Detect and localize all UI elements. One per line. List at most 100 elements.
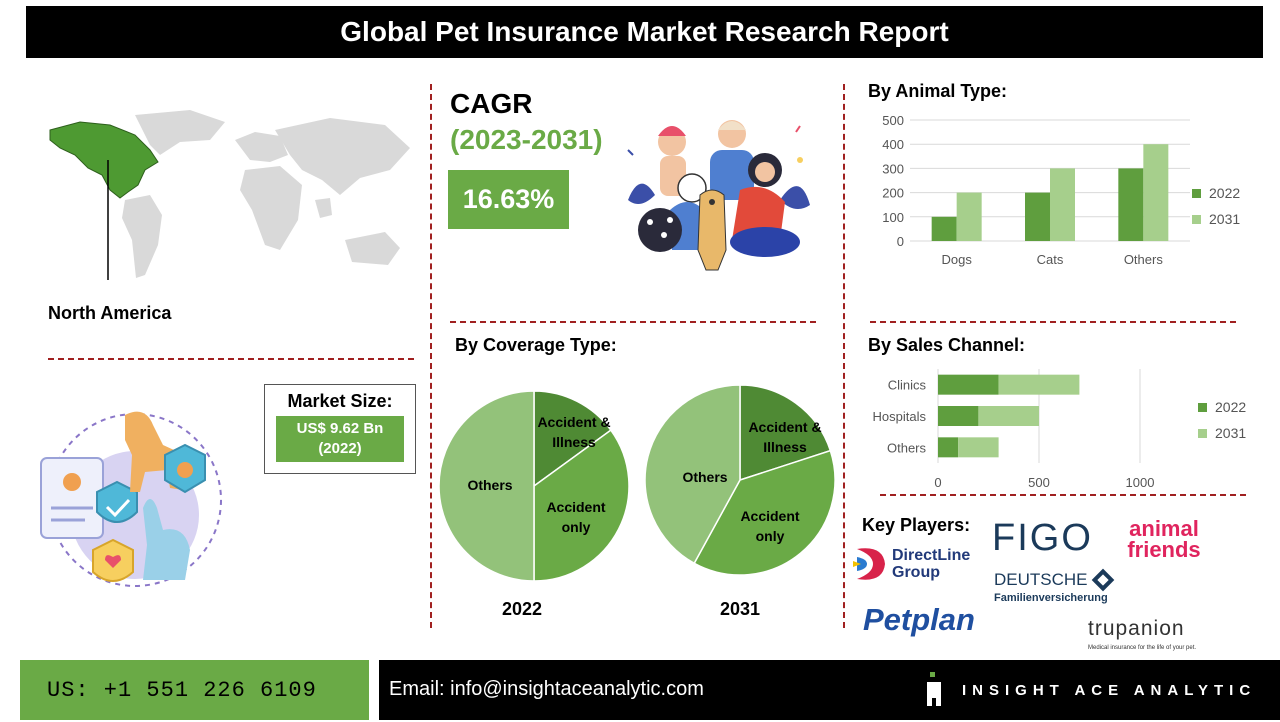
pie-2022-caption: 2022: [502, 599, 543, 619]
key-players-heading: Key Players:: [862, 515, 971, 535]
pie-2031-label-others: Others: [682, 469, 727, 485]
pie-2031-label-accident-illness-2: Illness: [763, 439, 807, 455]
pie-2022: [438, 390, 630, 582]
deutsche-name-1: DEUTSCHE: [994, 570, 1088, 589]
animal-y-tick: 0: [897, 234, 904, 249]
animal-y-tick: 400: [882, 137, 904, 152]
sales-y-tick: Clinics: [888, 378, 927, 393]
trupanion-tagline: Medical insurance for the life of your p…: [1088, 645, 1197, 651]
pet-insurance-illustration: [40, 411, 222, 587]
sales-channel-chart: Clinics Hospitals Others 0 500 1000: [873, 369, 1154, 490]
deutsche-logo: DEUTSCHE Familienversicherung: [994, 568, 1129, 610]
sales-legend-swatch-2031: [1198, 428, 1207, 438]
sales-legend-2022: 2022: [1198, 399, 1246, 415]
legend-swatch-2022: [1192, 188, 1201, 198]
footer-email: Email: info@insightaceanalytic.com: [389, 678, 704, 700]
animal-bar-others-2031: [1143, 144, 1169, 241]
cagr-label: CAGR: [450, 88, 533, 119]
pie-2022-slice-accident-illness: [533, 390, 612, 488]
figo-wordmark: FIGO: [992, 517, 1093, 559]
sales-legend: 2022 2031: [1198, 399, 1246, 441]
directline-name-2: Group: [892, 564, 940, 581]
divider-sales: [880, 494, 1246, 496]
sales-y-ticks: Clinics Hospitals Others: [873, 378, 927, 456]
directline-name-1: DirectLine: [892, 547, 971, 564]
animal-bar-dogs-2022: [931, 216, 957, 241]
trupanion-wordmark: trupanion: [1088, 617, 1185, 640]
coverage-type-heading: By Coverage Type:: [455, 335, 617, 355]
deutsche-mark-icon: [1091, 568, 1115, 592]
trupanion-logo: trupanion Medical insurance for the life…: [1088, 617, 1233, 657]
region-label: North America: [48, 303, 172, 323]
directline-logo: DirectLine Group: [853, 543, 981, 587]
world-map: [49, 110, 410, 280]
animal-y-ticks: 0 100 200 300 400 500: [882, 113, 904, 249]
sales-x-tick: 500: [1028, 475, 1050, 490]
sales-x-tick: 0: [934, 475, 941, 490]
animal-y-tick: 500: [882, 113, 904, 128]
sales-x-ticks: 0 500 1000: [934, 475, 1154, 490]
market-size-value: US$ 9.62 Bn: [296, 420, 384, 437]
market-size-label: Market Size:: [287, 391, 393, 411]
sales-legend-label-2031: 2031: [1215, 425, 1247, 441]
sales-bar-clinics-2022: [938, 374, 999, 395]
figo-logo: FIGO: [992, 517, 1102, 567]
pie-2031-slice-accident-illness: [739, 384, 832, 482]
pie-2031-label-accident-only-2: only: [756, 528, 785, 544]
animal-type-chart: 0 100 200 300 400 500 Dogs Cats Others: [882, 113, 1190, 267]
pie-2031-label-accident-only-1: Accident: [740, 508, 799, 524]
sales-legend-label-2022: 2022: [1215, 399, 1247, 415]
market-size-value-box: US$ 9.62 Bn (2022): [276, 416, 404, 462]
animal-bar-dogs-2031: [956, 192, 982, 241]
animal-bars: [931, 144, 1169, 241]
divider-region: [48, 358, 414, 360]
sales-bars: [938, 374, 1080, 458]
sales-bar-others-2031: [958, 437, 999, 458]
footer-phone: US: +1 551 226 6109: [20, 660, 369, 720]
legend-swatch-2031: [1192, 214, 1201, 224]
petplan-logo: Petplan: [863, 602, 975, 637]
cagr-period: (2023-2031): [450, 124, 603, 155]
pie-2022-slice-accident-only: [533, 429, 630, 582]
animal-friends-name-2: friends: [1127, 537, 1201, 562]
divider-animal: [870, 321, 1236, 323]
sales-bar-hospitals-2022: [938, 406, 979, 426]
divider-left: [430, 84, 432, 628]
cagr-value: 16.63%: [448, 170, 569, 229]
sales-bar-clinics-2031: [998, 374, 1080, 395]
animal-type-heading: By Animal Type:: [868, 81, 1008, 101]
sales-x-tick: 1000: [1126, 475, 1155, 490]
pie-2022-label-accident-only-1: Accident: [546, 499, 605, 515]
pie-2031-label-accident-illness-1: Accident &: [748, 419, 821, 435]
pie-2022-label-accident-illness-1: Accident &: [537, 414, 610, 430]
footer-bar: Email: info@insightaceanalytic.com INSIG…: [379, 660, 1280, 720]
legend-label-2031: 2031: [1209, 211, 1241, 227]
directline-mark-icon: [853, 548, 885, 580]
animal-legend-2022: 2022: [1192, 185, 1240, 201]
animal-legend: 2022 2031: [1192, 185, 1240, 227]
family-pets-illustration: [627, 120, 810, 271]
animal-bar-others-2022: [1118, 168, 1144, 241]
sales-channel-heading: By Sales Channel:: [868, 335, 1026, 355]
coverage-pies: Accident & Illness Accident only Others …: [438, 384, 836, 582]
animal-x-tick: Dogs: [941, 252, 972, 267]
page-title: Global Pet Insurance Market Research Rep…: [26, 6, 1263, 58]
animal-y-tick: 300: [882, 161, 904, 176]
pie-2031-slice-others: [644, 384, 741, 565]
pie-2022-slice-others: [438, 390, 535, 582]
animal-x-ticks: Dogs Cats Others: [941, 252, 1163, 267]
sales-legend-swatch-2022: [1198, 402, 1207, 412]
legend-label-2022: 2022: [1209, 185, 1241, 201]
animal-bar-cats-2022: [1025, 192, 1050, 241]
animal-x-tick: Others: [1124, 252, 1164, 267]
deutsche-name-2: Familienversicherung: [994, 592, 1108, 604]
sales-y-tick: Others: [887, 440, 927, 455]
animal-friends-name-1: animal: [1129, 516, 1199, 541]
sales-y-tick: Hospitals: [873, 409, 927, 424]
insight-ace-logo-icon: [927, 672, 941, 706]
market-size-year: (2022): [318, 440, 362, 457]
pie-2031-labels: Accident & Illness Accident only Others: [682, 419, 821, 544]
sales-legend-2031: 2031: [1198, 425, 1246, 441]
divider-right: [843, 84, 845, 628]
animal-x-tick: Cats: [1037, 252, 1064, 267]
